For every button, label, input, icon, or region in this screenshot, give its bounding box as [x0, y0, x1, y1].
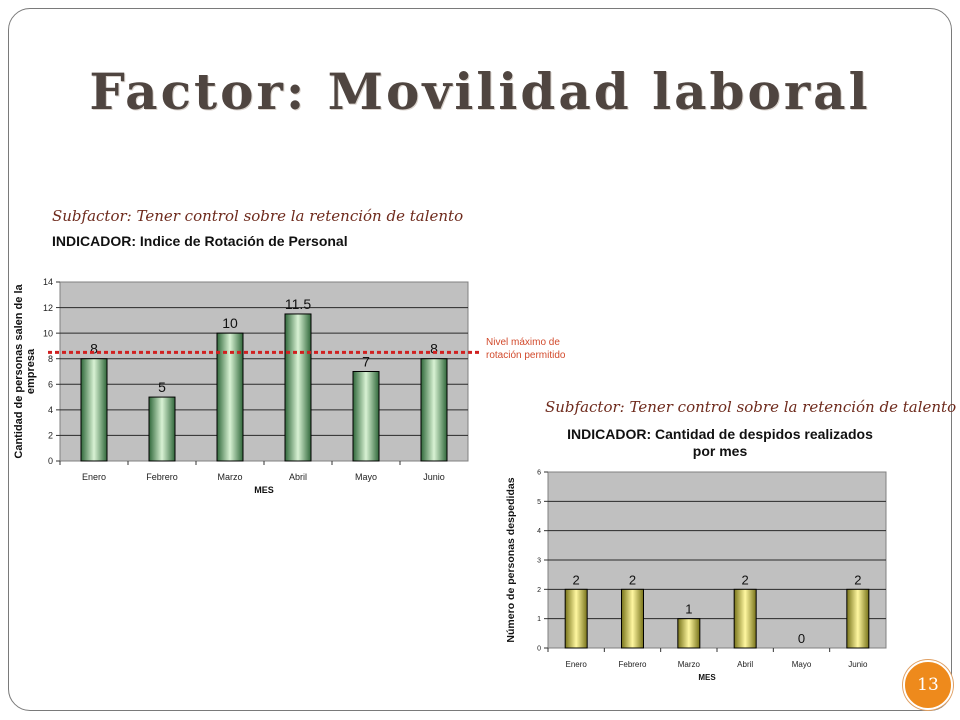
bar-febrero — [621, 588, 644, 649]
slide-title: Factor: Movilidad laboral — [89, 62, 871, 121]
bar-febrero — [148, 396, 176, 462]
y-tick-label: 3 — [537, 558, 541, 565]
data-label: 7 — [362, 354, 370, 370]
x-tick-label: Febrero — [618, 660, 647, 669]
y-tick-label: 6 — [537, 470, 541, 477]
bar-enero — [564, 588, 588, 649]
data-label: 1 — [685, 602, 692, 617]
right-subfactor: Subfactor: Tener control sobre la retenc… — [545, 398, 957, 416]
bar-marzo — [216, 332, 244, 462]
y-tick-label: 8 — [48, 354, 53, 364]
y-axis-title: Cantidad de personas salen de la — [13, 284, 25, 459]
y-tick-label: 12 — [43, 303, 53, 313]
x-tick-label: Junio — [423, 472, 445, 482]
bar-abril — [733, 588, 757, 649]
y-tick-label: 0 — [537, 646, 541, 653]
y-tick-label: 2 — [537, 587, 541, 594]
right-indicator-line2: por mes — [692, 443, 748, 459]
y-tick-label: 4 — [537, 528, 541, 535]
plot-area — [59, 281, 469, 462]
x-tick-label: Junio — [848, 660, 868, 669]
bar-junio — [420, 358, 448, 462]
x-tick-label: Mayo — [355, 472, 377, 482]
x-tick-label: Enero — [82, 472, 106, 482]
x-tick-label: Abril — [289, 472, 307, 482]
bar-mayo — [352, 371, 380, 462]
data-label: 2 — [629, 572, 636, 587]
y-tick-label: 1 — [537, 616, 541, 623]
left-indicator: INDICADOR: Indice de Rotación de Persona… — [52, 233, 348, 249]
threshold-annotation: Nivel máximo de rotación permitido — [486, 337, 566, 361]
x-tick-label: Marzo — [678, 660, 701, 669]
x-tick-label: Febrero — [146, 472, 178, 482]
data-label: 10 — [222, 315, 238, 331]
data-label: 2 — [742, 572, 749, 587]
data-label: 2 — [854, 572, 861, 587]
y-axis-title: Número de personas despedidas — [505, 477, 517, 642]
y-tick-label: 0 — [48, 456, 53, 466]
bar-abril — [284, 313, 312, 462]
x-tick-label: Abril — [737, 660, 753, 669]
data-label: 2 — [573, 572, 580, 587]
y-tick-label: 4 — [48, 405, 53, 415]
bar-junio — [846, 588, 870, 649]
data-label: 8 — [430, 341, 438, 357]
bar-marzo — [677, 618, 701, 649]
x-axis-title: MES — [254, 485, 274, 495]
left-subfactor: Subfactor: Tener control sobre la retenc… — [52, 207, 464, 225]
y-tick-label: 14 — [43, 277, 53, 287]
y-tick-label: 10 — [43, 328, 53, 338]
page-number-badge: 13 — [903, 660, 953, 710]
x-tick-label: Marzo — [217, 472, 242, 482]
x-tick-label: Mayo — [792, 660, 812, 669]
x-tick-label: Enero — [565, 660, 587, 669]
data-label: 0 — [798, 631, 805, 646]
y-axis-title: empresa — [25, 348, 37, 394]
data-label: 8 — [90, 341, 98, 357]
data-label: 11.5 — [285, 296, 311, 312]
y-tick-label: 5 — [537, 499, 541, 506]
x-axis-title: MES — [698, 673, 716, 682]
dismissals-chart: 0 1 2 3 4 5 6 2 Enero 2 Febrero 1 Marzo 2 Abril 0 Mayo 2 J… — [505, 470, 887, 682]
data-label: 5 — [158, 379, 166, 395]
y-tick-label: 6 — [48, 380, 53, 390]
y-tick-label: 2 — [48, 431, 53, 441]
rotation-chart: 0 2 4 6 8 10 12 14 8 Enero 5 Febrero 10 Marzo 11.5 Abri… — [13, 277, 480, 495]
right-indicator-line1: INDICADOR: Cantidad de despidos realizad… — [567, 426, 873, 442]
bar-enero — [80, 358, 108, 462]
